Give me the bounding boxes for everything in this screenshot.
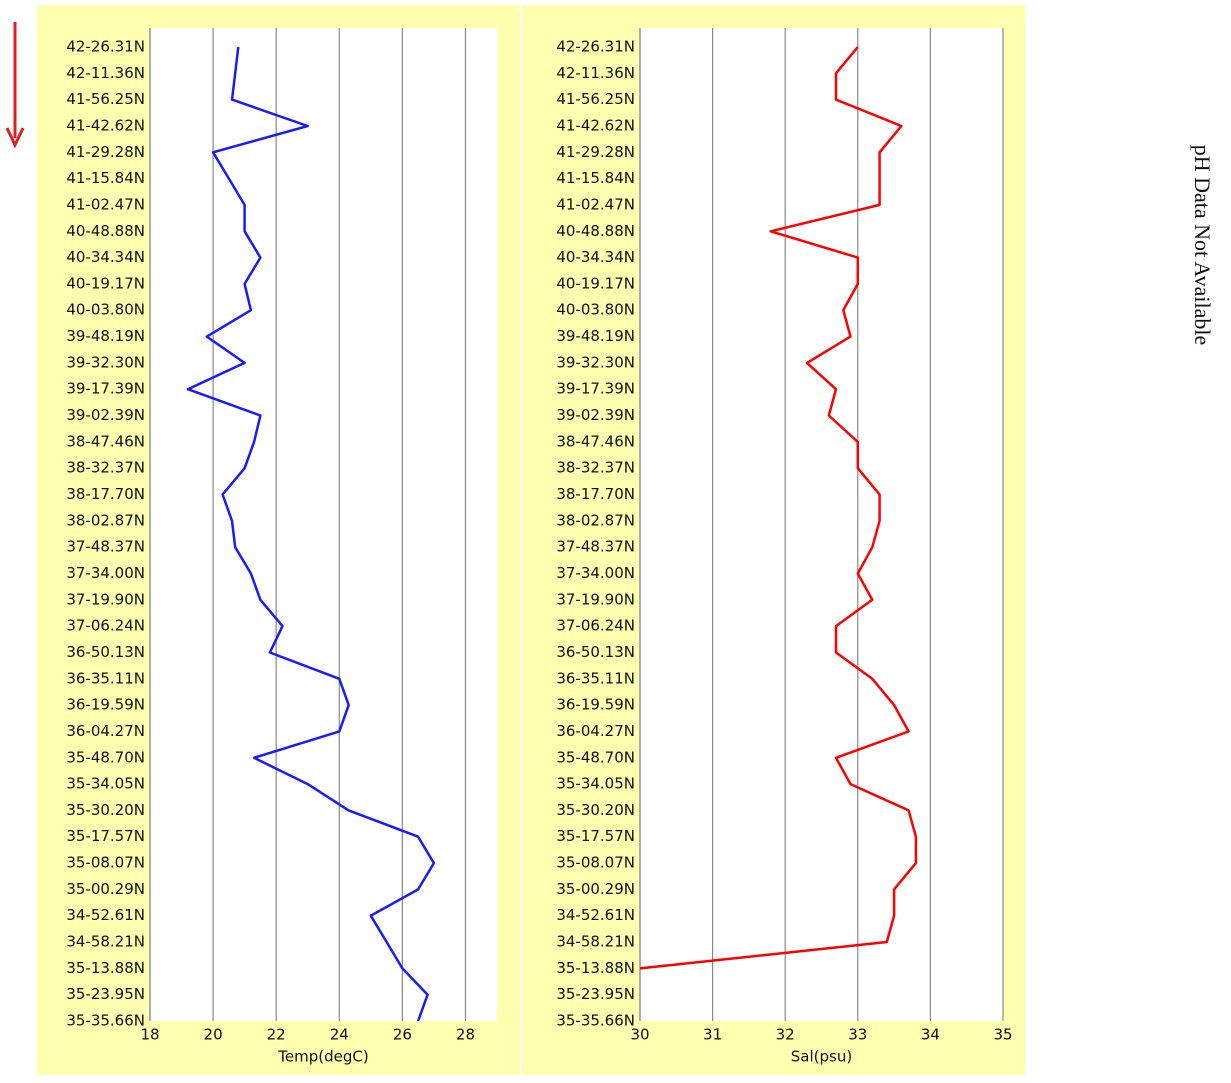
y-tick-label: 41-42.62N xyxy=(556,116,635,134)
y-tick-label: 40-19.17N xyxy=(556,274,635,292)
y-tick-label: 35-00.29N xyxy=(556,880,635,898)
x-axis-title: Sal(psu) xyxy=(791,1048,852,1066)
y-tick-label: 41-15.84N xyxy=(66,169,145,187)
plot-area xyxy=(150,28,497,1021)
y-tick-label: 35-17.57N xyxy=(66,827,145,845)
x-tick-label: 35 xyxy=(993,1026,1012,1044)
x-tick-label: 32 xyxy=(776,1026,795,1044)
direction-arrow-head xyxy=(5,127,25,149)
y-tick-label: 39-17.39N xyxy=(66,380,145,398)
y-tick-label: 39-48.19N xyxy=(66,327,145,345)
y-tick-label: 37-06.24N xyxy=(556,617,635,635)
y-tick-label: 40-19.17N xyxy=(66,274,145,292)
y-tick-label: 38-32.37N xyxy=(66,459,145,477)
plot-area xyxy=(640,28,1003,1021)
y-tick-label: 35-08.07N xyxy=(556,854,635,872)
y-tick-label: 35-34.05N xyxy=(66,775,145,793)
y-tick-label: 35-35.66N xyxy=(556,1012,635,1030)
y-tick-label: 42-11.36N xyxy=(66,64,145,82)
y-tick-label: 42-26.31N xyxy=(556,38,635,56)
x-tick-label: 20 xyxy=(204,1026,223,1044)
y-tick-label: 38-47.46N xyxy=(556,432,635,450)
y-tick-label: 38-02.87N xyxy=(66,511,145,529)
x-tick-label: 22 xyxy=(267,1026,286,1044)
y-tick-label: 40-03.80N xyxy=(556,301,635,319)
x-tick-label: 30 xyxy=(630,1026,649,1044)
x-tick-label: 33 xyxy=(848,1026,867,1044)
y-tick-label: 36-19.59N xyxy=(556,696,635,714)
y-tick-label: 39-32.30N xyxy=(556,353,635,371)
y-tick-label: 41-29.28N xyxy=(556,143,635,161)
y-tick-label: 35-35.66N xyxy=(66,1012,145,1030)
y-tick-label: 37-34.00N xyxy=(66,564,145,582)
data-line xyxy=(639,46,918,970)
y-tick-label: 35-30.20N xyxy=(556,801,635,819)
y-tick-label: 34-58.21N xyxy=(66,933,145,951)
y-tick-label: 34-58.21N xyxy=(556,933,635,951)
y-tick-label: 38-02.87N xyxy=(556,511,635,529)
x-tick-label: 28 xyxy=(456,1026,475,1044)
y-tick-label: 36-35.11N xyxy=(66,669,145,687)
x-tick-label: 24 xyxy=(330,1026,349,1044)
y-tick-label: 37-48.37N xyxy=(556,538,635,556)
y-tick-label: 38-32.37N xyxy=(556,459,635,477)
y-tick-label: 37-48.37N xyxy=(66,538,145,556)
x-axis-title: Temp(degC) xyxy=(277,1048,368,1066)
y-tick-label: 42-26.31N xyxy=(66,38,145,56)
y-tick-label: 35-17.57N xyxy=(556,827,635,845)
y-tick-label: 35-08.07N xyxy=(66,854,145,872)
x-tick-label: 18 xyxy=(140,1026,159,1044)
y-tick-label: 41-56.25N xyxy=(556,90,635,108)
y-tick-label: 37-19.90N xyxy=(66,590,145,608)
y-tick-label: 37-34.00N xyxy=(556,564,635,582)
data-line xyxy=(186,46,436,1022)
y-tick-label: 34-52.61N xyxy=(66,906,145,924)
y-tick-label: 39-17.39N xyxy=(556,380,635,398)
y-tick-label: 35-48.70N xyxy=(556,748,635,766)
y-tick-label: 38-17.70N xyxy=(66,485,145,503)
y-tick-label: 39-32.30N xyxy=(66,353,145,371)
x-tick-label: 31 xyxy=(703,1026,722,1044)
y-tick-label: 36-50.13N xyxy=(66,643,145,661)
y-tick-label: 37-06.24N xyxy=(66,617,145,635)
y-tick-label: 35-00.29N xyxy=(66,880,145,898)
y-tick-label: 38-17.70N xyxy=(556,485,635,503)
y-tick-label: 41-29.28N xyxy=(66,143,145,161)
y-tick-label: 40-34.34N xyxy=(556,248,635,266)
y-tick-label: 36-50.13N xyxy=(556,643,635,661)
y-tick-label: 41-02.47N xyxy=(556,195,635,213)
y-tick-label: 36-19.59N xyxy=(66,696,145,714)
y-tick-label: 40-34.34N xyxy=(66,248,145,266)
y-tick-label: 40-48.88N xyxy=(556,222,635,240)
y-tick-label: 40-48.88N xyxy=(66,222,145,240)
x-tick-label: 26 xyxy=(393,1026,412,1044)
y-tick-label: 39-02.39N xyxy=(66,406,145,424)
y-tick-label: 36-35.11N xyxy=(556,669,635,687)
y-tick-label: 35-13.88N xyxy=(66,959,145,977)
y-tick-label: 38-47.46N xyxy=(66,432,145,450)
x-tick-label: 34 xyxy=(921,1026,940,1044)
y-tick-label: 40-03.80N xyxy=(66,301,145,319)
side-note: pH Data Not Available xyxy=(1190,145,1215,346)
y-tick-label: 41-42.62N xyxy=(66,116,145,134)
y-tick-label: 35-23.95N xyxy=(556,985,635,1003)
y-tick-label: 35-13.88N xyxy=(556,959,635,977)
y-tick-label: 36-04.27N xyxy=(66,722,145,740)
y-tick-label: 39-48.19N xyxy=(556,327,635,345)
y-tick-label: 36-04.27N xyxy=(556,722,635,740)
y-tick-label: 37-19.90N xyxy=(556,590,635,608)
y-tick-label: 41-56.25N xyxy=(66,90,145,108)
y-tick-label: 41-15.84N xyxy=(556,169,635,187)
y-tick-label: 39-02.39N xyxy=(556,406,635,424)
y-tick-label: 34-52.61N xyxy=(556,906,635,924)
y-tick-label: 35-30.20N xyxy=(66,801,145,819)
y-tick-label: 41-02.47N xyxy=(66,195,145,213)
y-tick-label: 42-11.36N xyxy=(556,64,635,82)
y-tick-label: 35-34.05N xyxy=(556,775,635,793)
y-tick-label: 35-23.95N xyxy=(66,985,145,1003)
y-tick-label: 35-48.70N xyxy=(66,748,145,766)
